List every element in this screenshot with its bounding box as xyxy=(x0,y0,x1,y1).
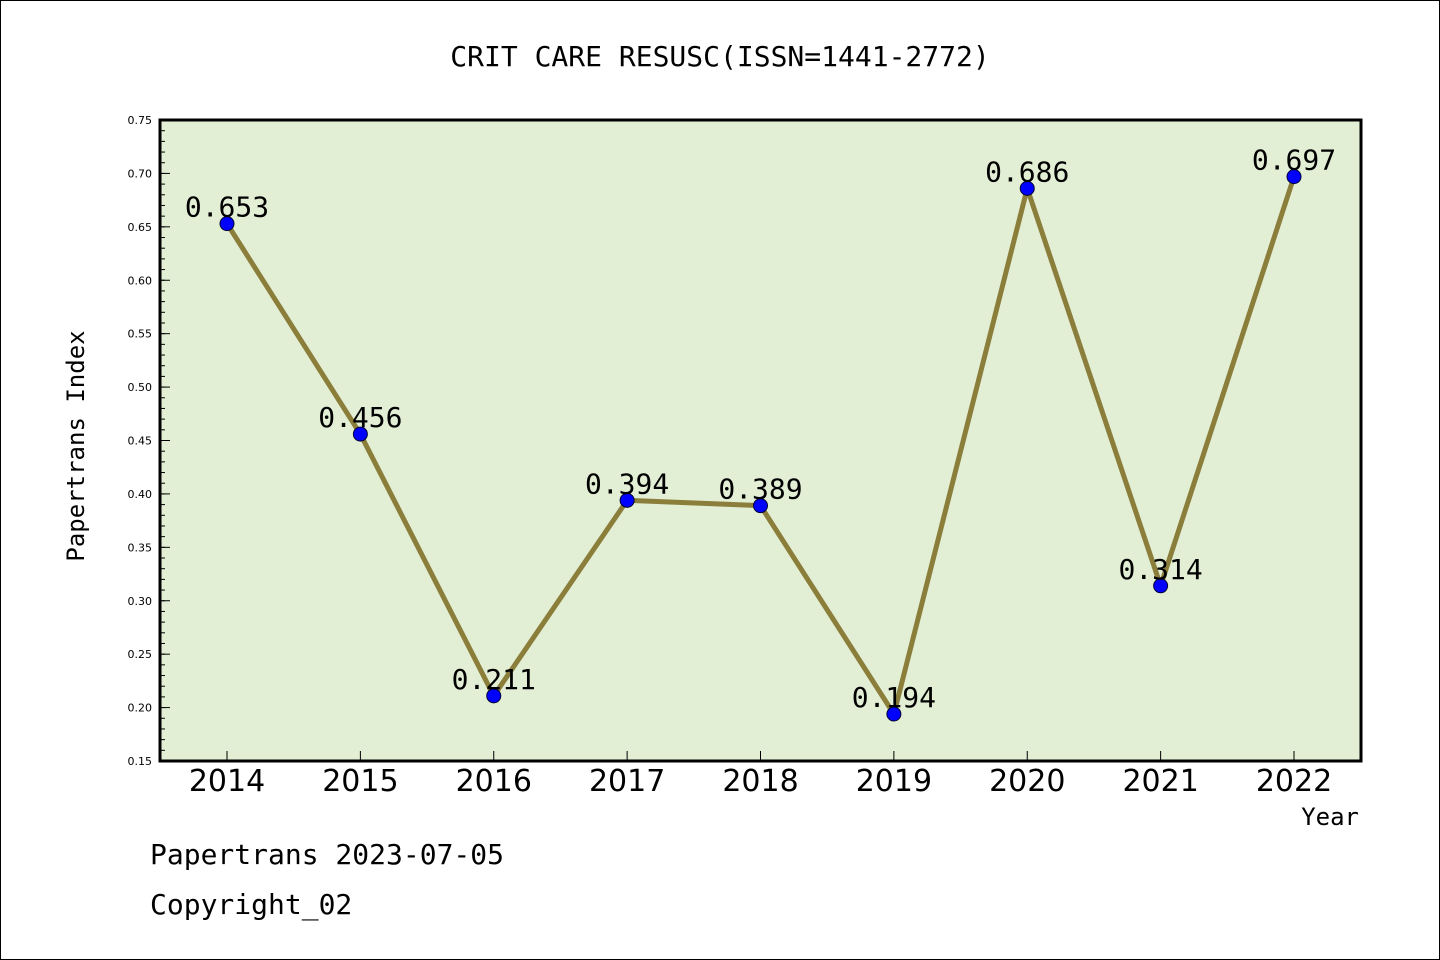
y-tick-label: 0.65 xyxy=(128,221,153,234)
footer-date: Papertrans 2023-07-05 xyxy=(150,838,504,871)
data-point-marker xyxy=(352,426,368,442)
marker-group xyxy=(219,169,1302,722)
x-axis-label: Year xyxy=(1301,803,1359,831)
y-tick-label: 0.55 xyxy=(128,328,153,341)
x-tick-label: 2022 xyxy=(1256,764,1332,799)
data-point-marker xyxy=(486,688,502,704)
x-tick-label: 2018 xyxy=(722,764,798,799)
y-tick-label: 0.60 xyxy=(128,274,153,287)
x-tick-label: 2014 xyxy=(189,764,265,799)
data-label: 0.697 xyxy=(1252,144,1336,177)
plot-area xyxy=(158,118,1363,763)
y-axis-label: Papertrans Index xyxy=(62,330,90,561)
footer-copyright: Copyright_02 xyxy=(150,888,352,922)
data-label: 0.194 xyxy=(852,681,936,714)
data-label: 0.314 xyxy=(1118,553,1202,586)
data-label: 0.389 xyxy=(718,473,802,506)
y-tick-label: 0.50 xyxy=(128,381,153,394)
data-label: 0.686 xyxy=(985,155,1069,188)
y-axis: 0.15 0.20 0.25 0.30 0.35 0.40 0.45 0.50 0.55 0.60… xyxy=(128,114,170,768)
data-point-marker xyxy=(753,498,768,514)
y-tick-label: 0.30 xyxy=(128,595,153,608)
x-tick-label: 2021 xyxy=(1122,764,1198,799)
data-label: 0.211 xyxy=(452,663,536,696)
x-tick-label: 2017 xyxy=(589,764,665,799)
data-label: 0.653 xyxy=(185,191,269,224)
chart-title: CRIT CARE RESUSC(ISSN=1441-2772) xyxy=(450,40,989,73)
y-tick-label: 0.20 xyxy=(128,702,153,715)
y-tick-label: 0.75 xyxy=(128,114,153,127)
y-tick-label: 0.70 xyxy=(128,167,153,180)
data-point-marker xyxy=(1019,180,1035,196)
x-tick-label: 2015 xyxy=(322,764,398,799)
data-point-marker xyxy=(219,216,235,232)
data-point-marker xyxy=(1286,169,1302,185)
data-point-marker xyxy=(886,706,902,722)
y-tick-label: 0.40 xyxy=(128,488,153,501)
data-label-group: 0.653 0.456 0.211 0.394 0.389 0.194 0.686 0.314… xyxy=(185,144,1336,714)
x-axis: 2014 2015 2016 2017 2018 2019 2020 2021 2022 xyxy=(189,751,1332,799)
y-tick-label: 0.25 xyxy=(128,648,153,661)
y-tick-label: 0.15 xyxy=(128,755,153,768)
data-point-marker xyxy=(619,492,635,508)
data-point-marker xyxy=(1153,578,1169,594)
data-label: 0.394 xyxy=(585,467,669,500)
y-tick-label: 0.45 xyxy=(128,435,153,448)
x-tick-label: 2020 xyxy=(989,764,1065,799)
data-label: 0.456 xyxy=(318,401,402,434)
x-tick-label: 2019 xyxy=(856,764,932,799)
x-tick-label: 2016 xyxy=(456,764,532,799)
y-tick-label: 0.35 xyxy=(128,541,153,554)
